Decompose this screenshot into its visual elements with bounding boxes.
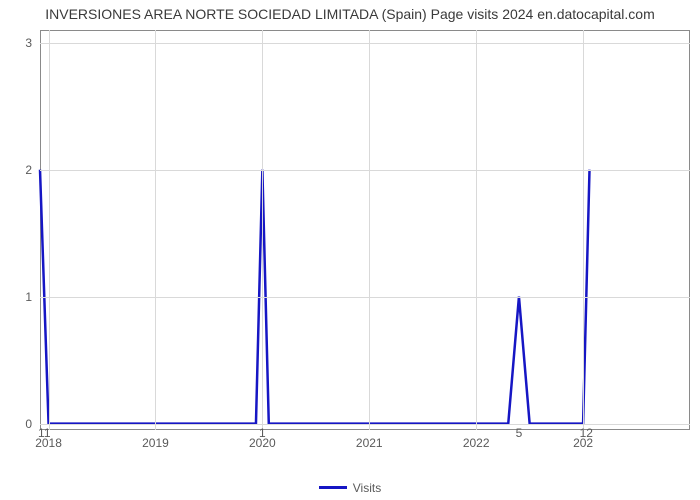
gridline-vertical — [49, 30, 50, 430]
y-tick-label: 0 — [25, 417, 32, 431]
gridline-vertical — [155, 30, 156, 430]
data-point-label: 5 — [516, 426, 523, 440]
line-series — [40, 30, 690, 430]
y-tick-label: 2 — [25, 163, 32, 177]
gridline-vertical — [476, 30, 477, 430]
legend-item-visits: Visits — [319, 481, 381, 495]
gridline-horizontal — [40, 297, 690, 298]
gridline-vertical — [262, 30, 263, 430]
data-point-label: 11 — [38, 426, 50, 440]
legend-swatch — [319, 486, 347, 489]
x-tick-label: 2019 — [142, 436, 169, 450]
y-tick-label: 1 — [25, 290, 32, 304]
legend: Visits — [0, 478, 700, 495]
chart-root: INVERSIONES AREA NORTE SOCIEDAD LIMITADA… — [0, 0, 700, 500]
gridline-vertical — [369, 30, 370, 430]
data-point-label: 1 — [259, 426, 266, 440]
plot-area: 012320182019202020212022202111512 — [40, 30, 690, 430]
gridline-horizontal — [40, 43, 690, 44]
chart-title: INVERSIONES AREA NORTE SOCIEDAD LIMITADA… — [0, 6, 700, 22]
legend-label: Visits — [353, 481, 381, 495]
gridline-vertical — [583, 30, 584, 430]
x-tick-label: 2021 — [356, 436, 383, 450]
data-point-label: 12 — [580, 426, 593, 440]
gridline-horizontal — [40, 170, 690, 171]
y-tick-label: 3 — [25, 36, 32, 50]
gridline-horizontal — [40, 424, 690, 425]
x-tick-label: 2022 — [463, 436, 490, 450]
